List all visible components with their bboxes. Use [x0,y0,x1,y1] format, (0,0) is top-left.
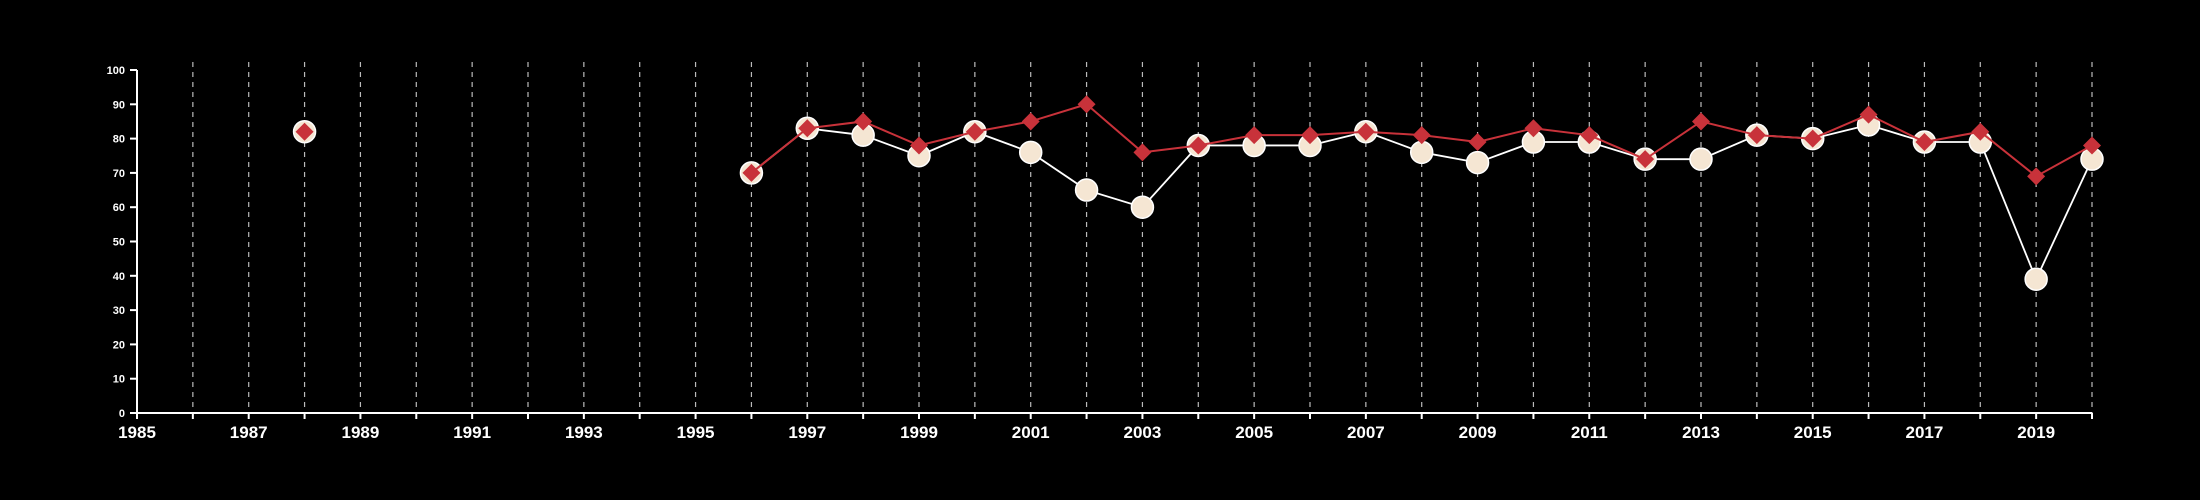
x-tick-label-1997: 1997 [788,423,826,442]
circle-point-2001 [1018,140,1043,165]
diamond-point-2005 [1245,126,1264,145]
diamond-point-2015 [1803,129,1822,148]
circle-point-2009 [1465,150,1490,175]
x-tick-label-1995: 1995 [677,423,715,442]
y-tick-label-100: 100 [107,65,125,77]
circle-point-2002 [1074,178,1099,202]
y-tick-label-10: 10 [113,374,125,386]
x-tick-label-2007: 2007 [1347,423,1385,442]
circle-point-2003 [1130,195,1155,219]
diamond-point-2006 [1301,126,1319,145]
diamond-point-2014 [1747,126,1766,145]
diamond-point-2001 [1021,112,1040,131]
x-tick-label-1987: 1987 [230,423,268,442]
diamond-point-2018 [1971,122,1990,141]
y-tick-label-50: 50 [113,237,125,249]
axes: 0 10 20 30 40 50 60 70 80 90 100 1985 1987 1989 1991 19… [107,65,2093,442]
x-tick-label-2017: 2017 [1906,423,1944,442]
diamond-point-1988 [295,122,314,141]
x-tick-label-1989: 1989 [342,423,380,442]
x-tick-label-2011: 2011 [1571,423,1608,442]
diamond-point-2004 [1189,136,1208,155]
y-tick-label-30: 30 [113,305,125,317]
diamond-point-2002 [1077,95,1096,114]
x-tick-label-2019: 2019 [2017,423,2055,442]
diamond-point-2012 [1636,150,1655,169]
diamond-point-1998 [854,112,873,131]
diamond-point-2007 [1356,122,1375,141]
x-tick-label-2001: 2001 [1012,423,1050,442]
x-tick-label-2009: 2009 [1459,423,1497,442]
y-tick-label-70: 70 [113,168,125,180]
diamond-point-1999 [910,136,928,155]
x-tick-label-2003: 2003 [1124,423,1162,442]
diamond-point-2020 [2083,136,2101,155]
y-tick-label-40: 40 [113,271,125,283]
diamond-point-2011 [1580,126,1599,145]
x-tick-label-2005: 2005 [1235,423,1273,442]
diamond-point-2008 [1412,126,1431,145]
diamond-point-1997 [798,119,817,138]
x-tick-label-2013: 2013 [1682,423,1720,442]
circle-point-2008 [1409,140,1434,165]
diamond-point-2010 [1524,119,1543,138]
x-tick-label-1993: 1993 [565,423,603,442]
diamond-point-2019 [2027,167,2046,186]
x-tick-label-2015: 2015 [1794,423,1832,442]
y-tick-label-90: 90 [113,99,125,111]
y-tick-label-20: 20 [113,339,125,351]
y-tick-label-80: 80 [113,134,125,146]
y-tick-label-0: 0 [119,408,125,420]
y-tick-label-60: 60 [113,202,125,214]
series-diamond [295,95,2101,186]
x-tick-label-1999: 1999 [900,423,938,442]
diamond-point-1996 [742,163,761,182]
diamond-point-2003 [1133,143,1152,162]
x-tick-label-1991: 1991 [453,423,491,442]
diamond-point-2013 [1692,112,1710,131]
diamond-point-2009 [1468,133,1487,152]
x-tick-label-1985: 1985 [118,423,156,442]
circle-point-2019 [2024,267,2048,291]
diamond-point-2000 [965,122,984,141]
grid-lines [192,62,2093,413]
diamond-point-2016 [1859,105,1878,124]
circle-point-2013 [1689,147,1713,171]
diamond-point-2017 [1915,133,1934,152]
